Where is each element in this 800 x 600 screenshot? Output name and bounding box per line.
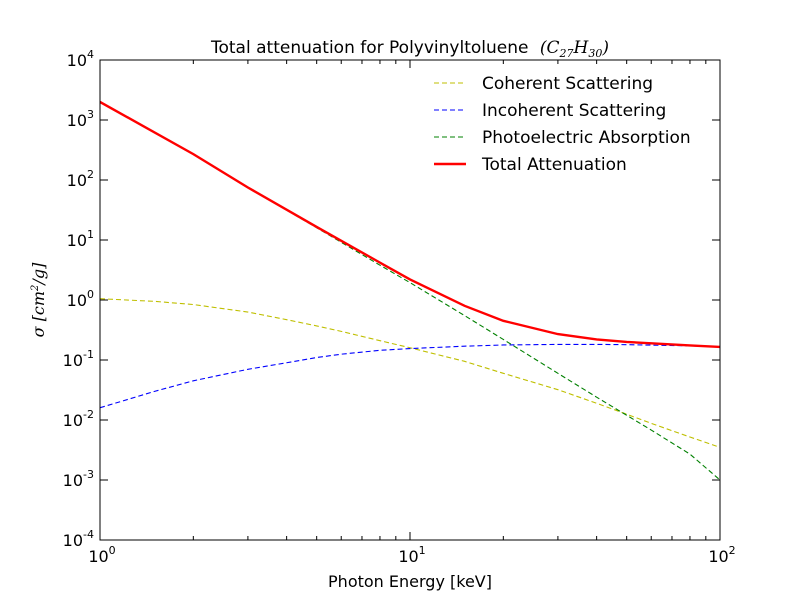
y-tick-label: 10-1 [63, 348, 94, 370]
legend-label: Total Attenuation [481, 155, 627, 175]
y-tick-label: 10-2 [63, 408, 94, 430]
y-tick-label: 101 [67, 228, 94, 250]
legend-label: Incoherent Scattering [482, 101, 666, 121]
y-tick-label: 102 [67, 168, 94, 190]
plot-area: 100 101 102 10-4 10-3 10-2 10-1 100 101 102 103 104 [63, 48, 736, 566]
series-line-total-attenuation [100, 100, 720, 349]
y-tick-label: 100 [67, 288, 94, 310]
y-tick-label: 10-3 [63, 468, 94, 490]
series-line-coherent-scattering [100, 298, 720, 448]
y-axis-label: σ [cm2/g] [29, 262, 48, 337]
axes-frame [99, 59, 721, 541]
chart-title-text: Total attenuation for Polyvinyltoluene [210, 38, 528, 58]
y-tick-label: 104 [67, 48, 94, 70]
x-tick-label: 100 [88, 544, 115, 566]
y-tick-label: 103 [67, 108, 94, 130]
series-line-incoherent-scattering [100, 343, 720, 409]
chart-title: Total attenuation for Polyvinyltoluene (… [210, 38, 609, 60]
legend: Coherent Scattering Incoherent Scattering… [434, 74, 691, 175]
x-tick-label: 101 [398, 544, 425, 566]
legend-label: Photoelectric Absorption [482, 128, 691, 148]
legend-label: Coherent Scattering [482, 74, 653, 94]
y-tick-label: 10-4 [63, 528, 94, 550]
x-tick-label: 102 [708, 544, 735, 566]
x-axis-label: Photon Energy [keV] [328, 572, 492, 591]
series-group [100, 100, 720, 481]
